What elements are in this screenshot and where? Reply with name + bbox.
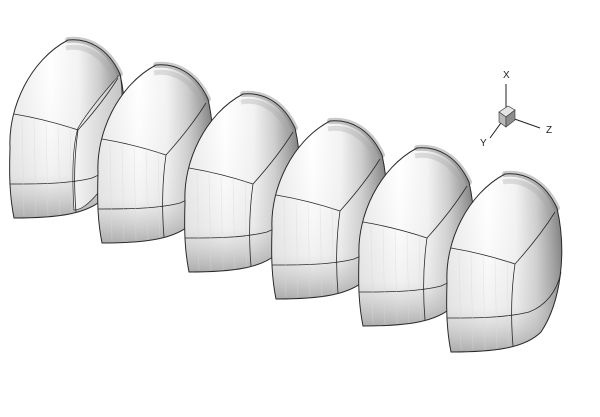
shell-mesh-line: [74, 129, 79, 213]
shell-mesh-line: [275, 194, 341, 212]
shell-mesh-line: [101, 138, 167, 156]
shell-rim-band-inner: [502, 178, 556, 216]
shell-facet-line: [21, 117, 25, 217]
shell-mesh-line: [165, 102, 207, 156]
shell-facet-line: [295, 200, 299, 298]
shell-facet-line: [109, 142, 113, 242]
shell-mesh-line: [249, 183, 254, 267]
shell-facet-line: [482, 255, 486, 351]
shell-facet-line: [506, 259, 510, 351]
shell-facet-line: [370, 225, 374, 325]
shell-mesh-line: [514, 211, 556, 265]
shell-mesh-line: [446, 271, 562, 319]
shell-rim-band-inner: [414, 152, 468, 190]
shell-shading: [271, 120, 387, 300]
shell-facet-line: [319, 204, 323, 298]
shell-facet-line: [458, 251, 462, 351]
shell-facet-line: [133, 146, 137, 242]
shell-rim-band-inner: [327, 125, 381, 163]
shell-mesh-line: [362, 221, 428, 239]
axis-triad: [489, 84, 541, 139]
shell-facet-line: [196, 171, 200, 271]
shell-facet-line: [220, 175, 224, 271]
shell-shading: [184, 93, 300, 273]
shell-facet-line: [418, 233, 422, 325]
y-axis-label: Y: [480, 138, 487, 149]
shell-facet-line: [406, 231, 410, 325]
shell-facet-line: [45, 121, 49, 217]
shell-mesh-line: [252, 131, 294, 185]
shell-mesh-line: [426, 185, 468, 239]
shell-mesh-line: [423, 237, 428, 321]
shell-facet-line: [157, 150, 161, 242]
shell-facet-line: [57, 123, 61, 217]
shell-3: [184, 90, 301, 273]
shell-1: [9, 36, 126, 219]
shell-facet-line: [382, 227, 386, 325]
shell-rim-band-inner: [153, 69, 207, 107]
shell-facet-line: [331, 206, 335, 298]
shell-rim-band-inner: [240, 98, 294, 136]
shell-2: [97, 61, 214, 244]
x-axis-label: X: [503, 70, 510, 81]
shell-facet-line: [494, 257, 498, 351]
shell-facet-line: [145, 148, 149, 242]
shell-facet-line: [307, 202, 311, 298]
shell-facet-line: [121, 144, 125, 242]
shell-mesh-line: [336, 210, 341, 294]
shell-mesh-line: [13, 113, 79, 131]
shell-mesh-line: [188, 167, 254, 185]
shell-shading: [446, 173, 562, 352]
triad-cube-right: [505, 109, 516, 128]
shell-mesh-line: [162, 154, 167, 238]
shell-facet-line: [394, 229, 398, 325]
shell-facet-line: [33, 119, 37, 217]
shell-facet-line: [232, 177, 236, 271]
shell-facet-line: [208, 173, 212, 271]
shell-facet-line: [470, 253, 474, 351]
shell-facet-line: [244, 179, 248, 271]
shell-6: [446, 170, 563, 353]
z-axis-label: Z: [546, 125, 553, 136]
shell-mesh-line: [339, 158, 381, 212]
shell-mesh-line: [77, 77, 119, 131]
shell-4: [271, 117, 388, 300]
shell-shading: [358, 147, 474, 326]
shell-group: [9, 36, 563, 353]
shell-mesh-line: [511, 263, 516, 347]
shell-mesh-line: [450, 247, 516, 265]
shell-rim-band-inner: [65, 44, 119, 82]
shell-5: [358, 144, 475, 327]
shell-facet-line: [283, 198, 287, 298]
shell-shading: [97, 64, 213, 244]
shell-outline: [446, 173, 563, 353]
shell-facet-line: [69, 125, 73, 217]
